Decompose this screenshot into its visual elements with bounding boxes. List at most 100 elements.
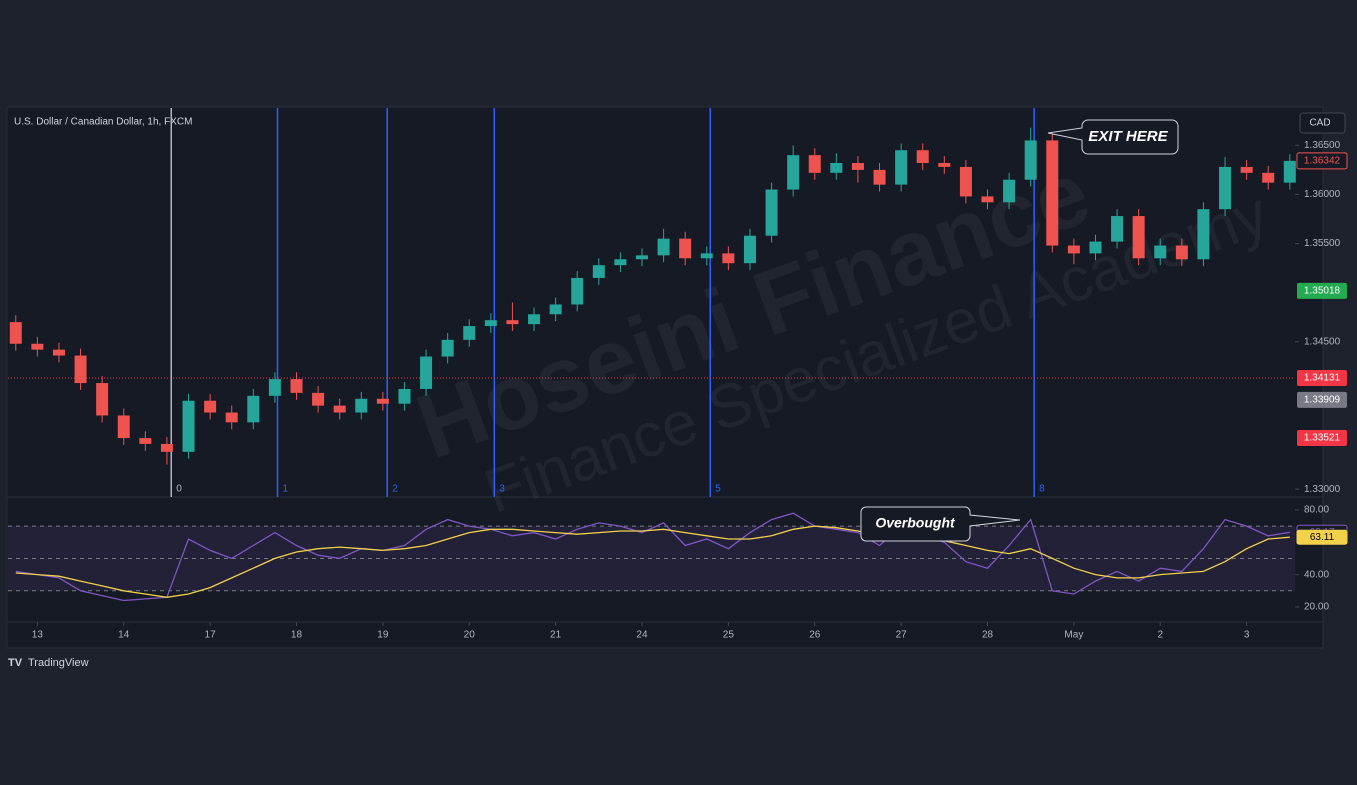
x-tick-label: 3 xyxy=(1244,630,1250,641)
candle-body xyxy=(635,255,648,260)
y-tick-label: 20.00 xyxy=(1304,602,1329,613)
candle-body xyxy=(549,304,562,315)
currency-box xyxy=(1299,112,1346,134)
candle-body xyxy=(333,405,346,413)
callout xyxy=(1047,119,1179,155)
chart-title: U.S. Dollar / Canadian Dollar, 1h, FXCM xyxy=(14,117,192,128)
candle-body xyxy=(182,400,195,452)
callout-text: EXIT HERE xyxy=(1088,128,1168,145)
candle-body xyxy=(74,355,87,384)
candle-body xyxy=(1283,160,1296,183)
candle-body xyxy=(160,443,173,452)
candle-body xyxy=(1219,166,1232,210)
time-zone-label: 8 xyxy=(1039,484,1045,495)
candle-body xyxy=(528,314,541,325)
candle-body xyxy=(506,320,519,325)
time-zone-label: 3 xyxy=(499,484,505,495)
x-tick-label: May xyxy=(1064,630,1083,641)
candle-body xyxy=(139,438,152,444)
candle-body xyxy=(1067,245,1080,254)
price-label-box xyxy=(1297,429,1347,446)
price-label: 1.33521 xyxy=(1304,433,1341,444)
candle-body xyxy=(938,163,951,167)
candle-body xyxy=(247,395,260,423)
candle-body xyxy=(722,253,735,264)
y-tick-label: 40.00 xyxy=(1304,569,1329,580)
x-tick-label: 26 xyxy=(809,630,821,641)
candle-body xyxy=(787,155,800,190)
x-tick-label: 14 xyxy=(118,630,130,641)
price-label-box xyxy=(1297,282,1347,299)
y-tick-label: 1.35500 xyxy=(1304,238,1341,249)
x-tick-label: 19 xyxy=(377,630,389,641)
candle-body xyxy=(571,277,584,305)
candle-body xyxy=(700,253,713,259)
logo-icon: TV xyxy=(8,657,23,669)
candle-body xyxy=(873,169,886,185)
x-tick-label: 25 xyxy=(723,630,735,641)
x-tick-label: 17 xyxy=(205,630,217,641)
candle-body xyxy=(1240,166,1253,173)
candle-body xyxy=(420,356,433,389)
x-tick-label: 27 xyxy=(896,630,908,641)
y-tick-label: 1.36000 xyxy=(1304,189,1341,200)
rsi-line xyxy=(15,525,1290,598)
candle-body xyxy=(1003,179,1016,203)
y-tick-label: 80.00 xyxy=(1304,505,1329,516)
time-zone-label: 0 xyxy=(176,484,182,495)
x-tick-label: 24 xyxy=(636,630,648,641)
candle-body xyxy=(355,398,368,413)
candle-body xyxy=(290,379,303,393)
candle-body xyxy=(1089,241,1102,254)
candle-body xyxy=(851,163,864,170)
candle-body xyxy=(981,196,994,203)
candle-body xyxy=(9,322,22,344)
last-price-label: 1.36342 xyxy=(1304,155,1341,166)
candle-body xyxy=(268,379,281,396)
time-zone-label: 5 xyxy=(715,484,721,495)
candle-body xyxy=(765,189,778,236)
y-tick-label: 1.36500 xyxy=(1304,140,1341,151)
candle-body xyxy=(463,326,476,340)
candle-body xyxy=(743,235,756,264)
candle-body xyxy=(312,392,325,406)
last-price-box xyxy=(1296,152,1348,170)
candle-body xyxy=(96,383,109,416)
x-tick-label: 18 xyxy=(291,630,303,641)
x-tick-label: 28 xyxy=(982,630,994,641)
candle-body xyxy=(225,412,238,423)
currency: CAD xyxy=(1309,118,1330,129)
last-value-box xyxy=(1296,529,1348,545)
candle-body xyxy=(1154,245,1167,259)
candle-body xyxy=(959,166,972,197)
x-tick-label: 13 xyxy=(32,630,44,641)
x-tick-label: 20 xyxy=(464,630,476,641)
candle-body xyxy=(614,259,627,266)
candle-body xyxy=(830,163,843,173)
price-label: 1.34131 xyxy=(1304,373,1341,384)
rsi-line xyxy=(15,512,1290,602)
candle-body xyxy=(484,320,497,327)
last-value-label: 63.11 xyxy=(1310,532,1335,543)
candle-body xyxy=(117,415,130,439)
y-tick-label: 1.33000 xyxy=(1304,484,1341,495)
candle-body xyxy=(657,238,670,256)
candle-body xyxy=(204,400,217,413)
candle-body xyxy=(592,265,605,278)
footer-logo: TradingView xyxy=(28,657,89,669)
candle-body xyxy=(916,150,929,164)
price-label: 1.33909 xyxy=(1304,394,1341,405)
callout-text: Overbought xyxy=(875,515,956,531)
candle-body xyxy=(376,398,389,404)
price-label-box xyxy=(1297,370,1347,387)
x-tick-label: 2 xyxy=(1157,630,1163,641)
candle-body xyxy=(895,150,908,185)
candle-body xyxy=(808,155,821,173)
candle-body xyxy=(441,339,454,357)
candle-body xyxy=(1262,172,1275,183)
candle-body xyxy=(398,388,411,404)
time-zone-label: 1 xyxy=(282,484,288,495)
chart-frame xyxy=(6,106,1324,649)
callout xyxy=(860,506,1021,542)
